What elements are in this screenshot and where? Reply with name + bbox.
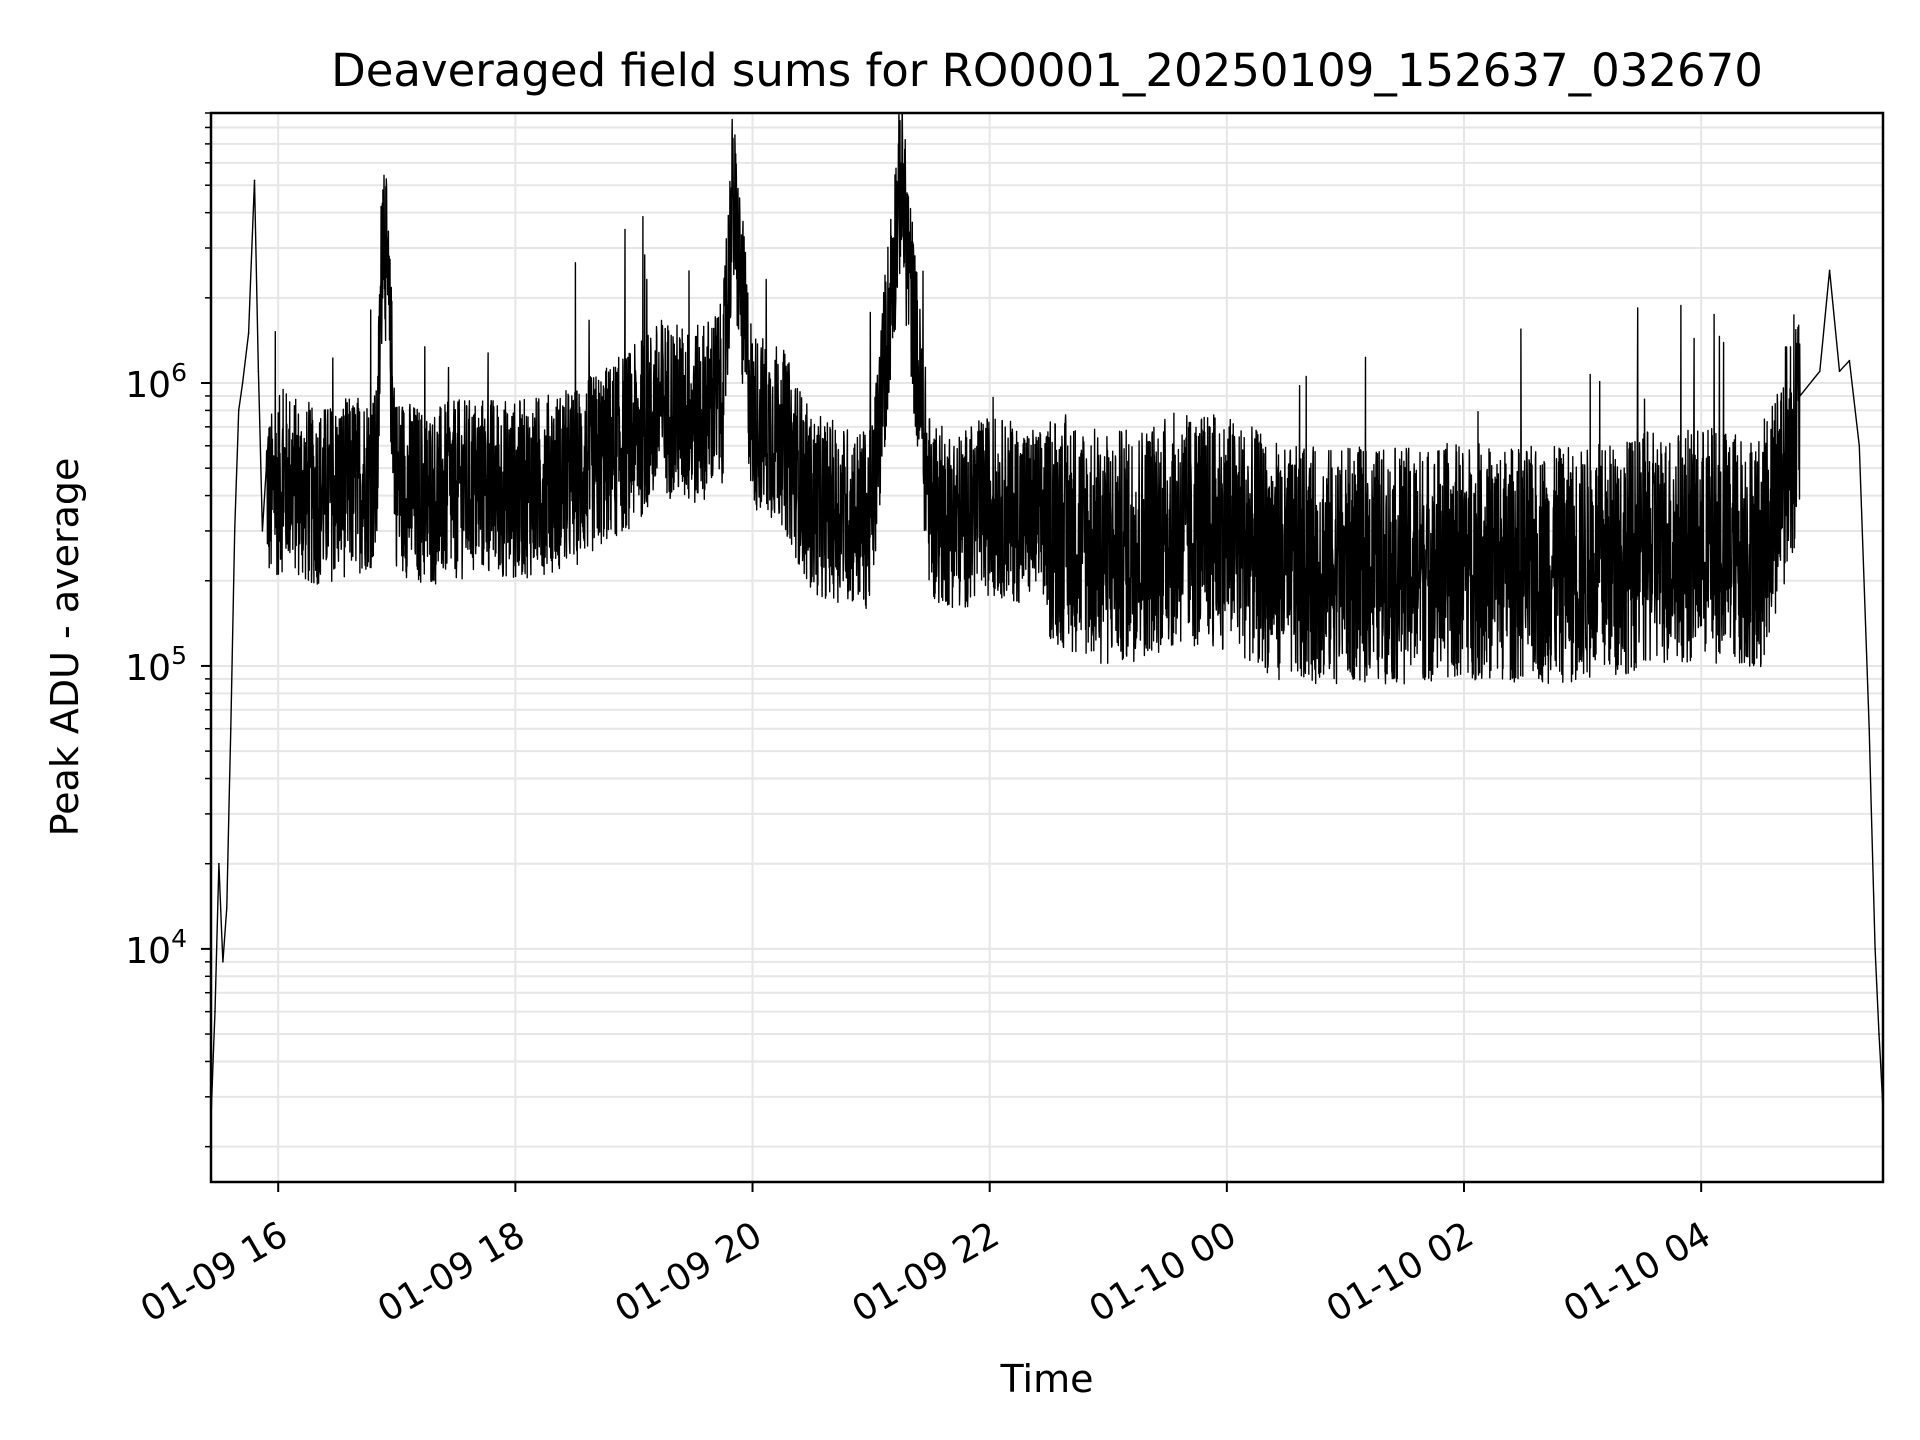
y-tick-exponent: 4	[171, 924, 187, 953]
y-tick-label: 106	[125, 358, 187, 406]
data-point	[1285, 552, 1287, 555]
data-point	[253, 179, 256, 182]
data-point	[1848, 359, 1851, 362]
data-point	[1828, 269, 1831, 272]
data-point	[307, 488, 309, 491]
grid-lines	[211, 112, 1883, 1182]
series-layer	[210, 112, 1884, 1120]
data-point	[1799, 395, 1801, 397]
data-point	[269, 494, 272, 497]
data-point	[732, 184, 734, 186]
data-point	[273, 480, 276, 482]
data-point	[1759, 538, 1762, 541]
data-point	[257, 370, 260, 373]
y-tick-exponent: 5	[171, 641, 187, 670]
data-point	[396, 472, 398, 475]
data-point	[1819, 370, 1821, 373]
y-tick-base: 10	[125, 648, 171, 689]
data-point	[233, 530, 236, 532]
data-point	[1868, 727, 1870, 730]
data-point	[662, 395, 665, 397]
data-point	[781, 426, 783, 428]
data-point	[1048, 511, 1050, 513]
data-point	[265, 467, 268, 470]
data-point	[287, 467, 289, 470]
y-axis-label: Peak ADU - average	[43, 458, 87, 837]
data-point	[455, 480, 457, 482]
tick-marks	[201, 112, 1703, 1192]
data-point	[425, 488, 428, 491]
data-point	[751, 409, 754, 412]
data-point	[218, 862, 220, 865]
y-tick-base: 10	[125, 365, 171, 406]
data-point	[514, 480, 517, 482]
data-point	[1463, 547, 1465, 550]
data-point	[484, 475, 487, 477]
data-point	[382, 189, 384, 191]
data-point	[899, 166, 902, 168]
y-tick-exponent: 6	[171, 358, 187, 387]
data-point	[1874, 948, 1876, 950]
data-point	[1838, 370, 1841, 373]
y-tick-label: 104	[125, 924, 187, 972]
data-point	[573, 467, 576, 470]
x-axis-label: Time	[1000, 1357, 1094, 1401]
data-point	[1641, 538, 1643, 541]
data-point	[1226, 518, 1228, 520]
data-point	[1858, 445, 1861, 447]
data-point	[1107, 538, 1110, 541]
data-point	[1403, 552, 1406, 555]
data-point	[959, 511, 961, 513]
data-point	[336, 480, 339, 482]
data-point	[222, 961, 224, 963]
data-point	[261, 530, 264, 532]
data-point	[376, 467, 378, 470]
data-point	[722, 382, 724, 384]
data-point	[241, 382, 244, 384]
data-point	[214, 1010, 216, 1013]
y-tick-base: 10	[125, 931, 171, 972]
data-point	[929, 501, 932, 503]
data-point	[870, 511, 872, 513]
data-point	[1700, 530, 1702, 532]
data-point	[988, 494, 991, 497]
data-point	[692, 409, 694, 412]
data-point	[633, 426, 635, 428]
data-point	[226, 906, 228, 909]
data-point	[1878, 1033, 1880, 1035]
y-tick-label: 105	[125, 641, 187, 689]
data-point	[811, 494, 813, 497]
data-point	[1344, 552, 1347, 555]
data-point	[1522, 552, 1525, 555]
series-line	[210, 112, 1884, 1120]
data-point	[1166, 518, 1169, 520]
data-point	[230, 727, 232, 730]
chart-title: Deaveraged field sums for RO0001_2025010…	[331, 44, 1763, 97]
plot-frame	[209, 111, 1885, 1184]
data-point	[1581, 552, 1584, 555]
data-point	[247, 332, 250, 335]
data-point	[237, 409, 240, 412]
